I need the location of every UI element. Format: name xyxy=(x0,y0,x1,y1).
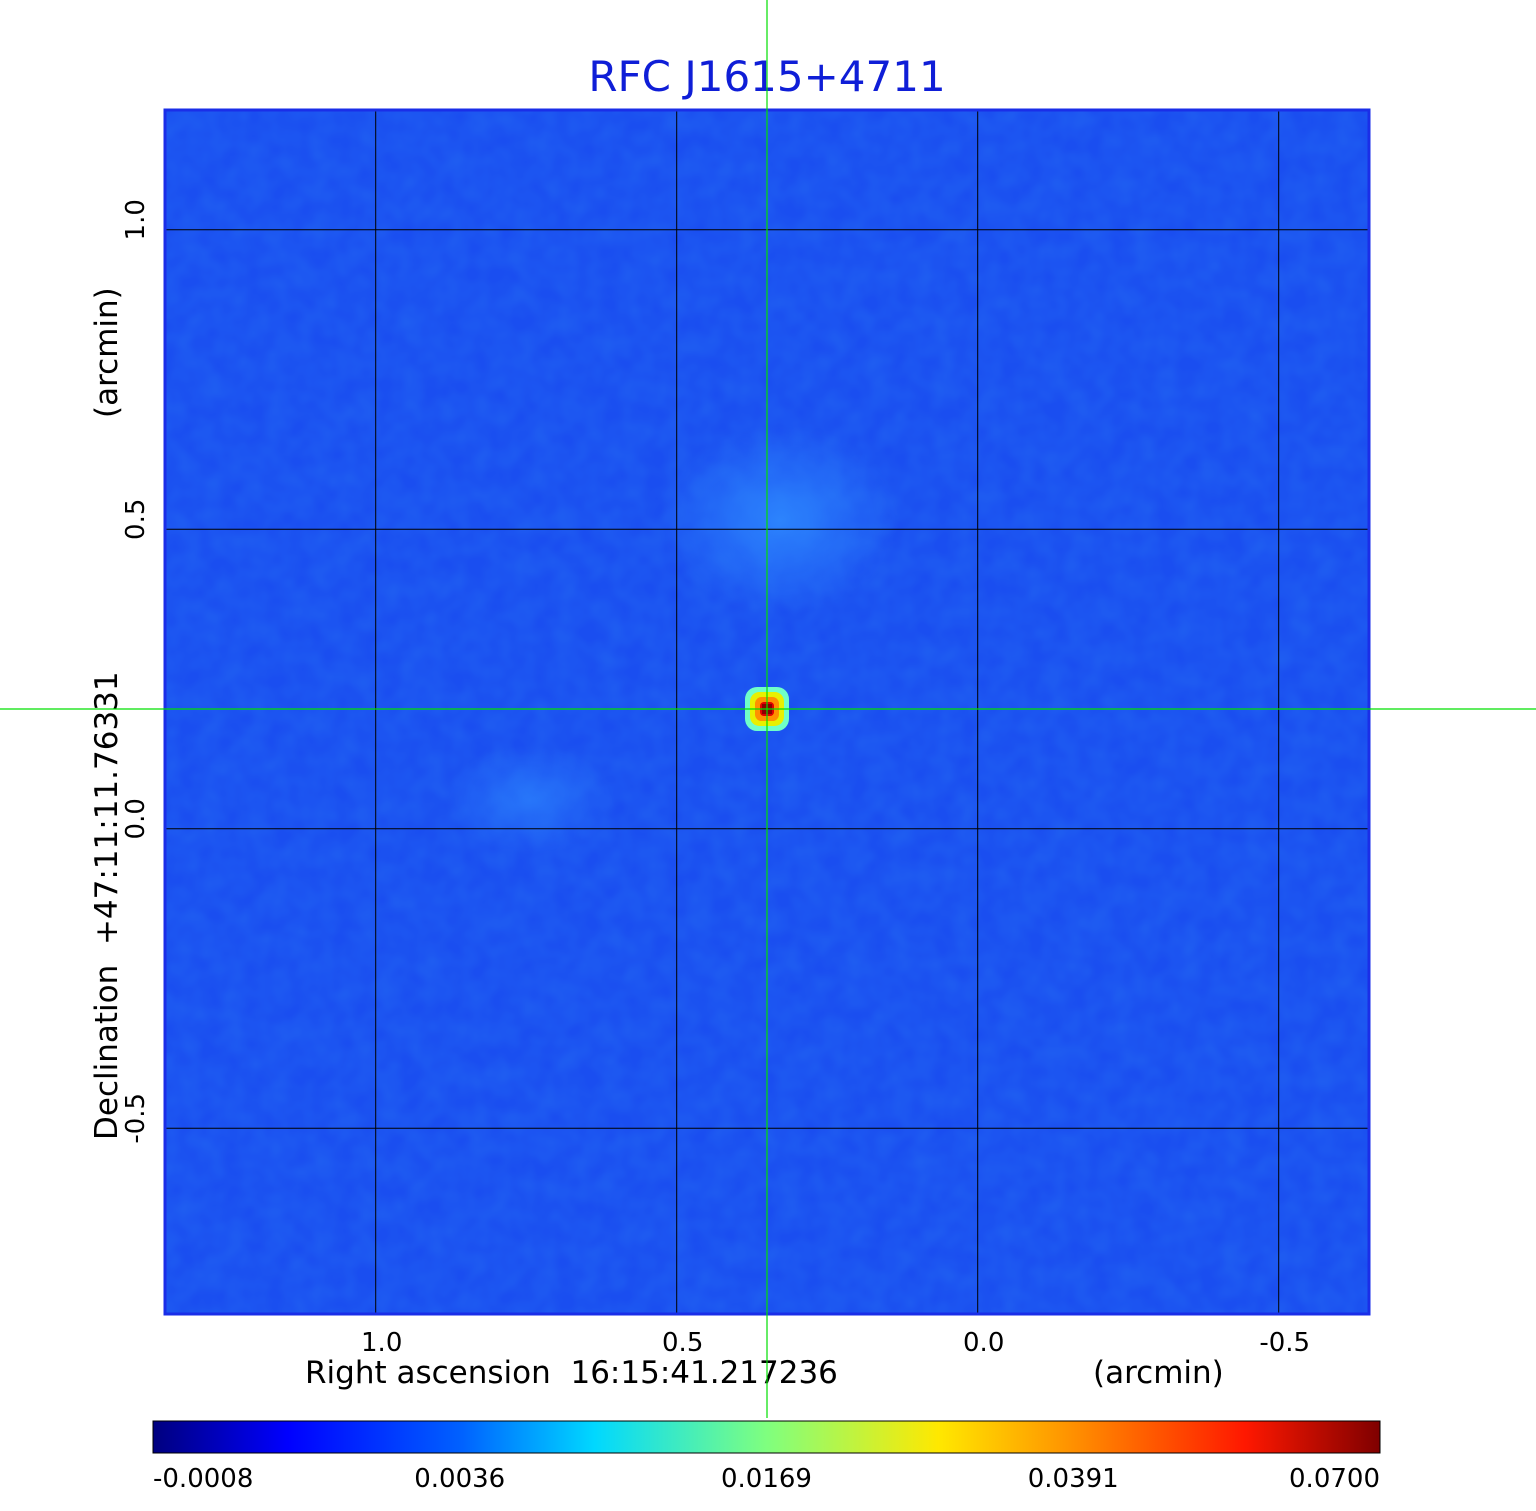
y-tick-label: 0.5 xyxy=(121,499,151,540)
y-tick-label: 0.0 xyxy=(121,798,151,839)
x-tick-label: 0.0 xyxy=(963,1328,1004,1358)
y-axis-ticks: 1.0 0.5 0.0 -0.5 xyxy=(121,199,151,1144)
colorbar-tick-label: 0.0036 xyxy=(414,1464,505,1494)
x-axis-label: Right ascension 16:15:41.217236 xyxy=(305,1355,838,1391)
x-tick-label: -0.5 xyxy=(1259,1328,1310,1358)
y-axis-label: Declination +47:11:11.76331 xyxy=(89,671,125,1140)
colorbar-ticks: -0.0008 0.0036 0.0169 0.0391 0.0700 xyxy=(153,1464,1380,1494)
x-axis-unit: (arcmin) xyxy=(1093,1355,1224,1391)
grid xyxy=(165,110,1369,1314)
colorbar-tick-label: 0.0169 xyxy=(721,1464,812,1494)
colorbar: -0.0008 0.0036 0.0169 0.0391 0.0700 xyxy=(152,1420,1381,1494)
y-tick-label: -0.5 xyxy=(121,1093,151,1144)
x-axis-ticks: 1.0 0.5 0.0 -0.5 xyxy=(361,1328,1310,1358)
crosshair xyxy=(0,0,1536,1418)
y-tick-label: 1.0 xyxy=(121,199,151,240)
colorbar-gradient xyxy=(152,1420,1381,1454)
colorbar-tick-label: 0.0391 xyxy=(1028,1464,1119,1494)
y-axis-unit: (arcmin) xyxy=(89,287,125,418)
diffuse-emission-north xyxy=(660,425,900,615)
colorbar-tick-label: 0.0700 xyxy=(1289,1464,1380,1494)
x-tick-label: 1.0 xyxy=(361,1328,402,1358)
x-tick-label: 0.5 xyxy=(662,1328,703,1358)
colorbar-tick-label: -0.0008 xyxy=(153,1464,253,1494)
diffuse-emission-southwest xyxy=(445,745,615,855)
